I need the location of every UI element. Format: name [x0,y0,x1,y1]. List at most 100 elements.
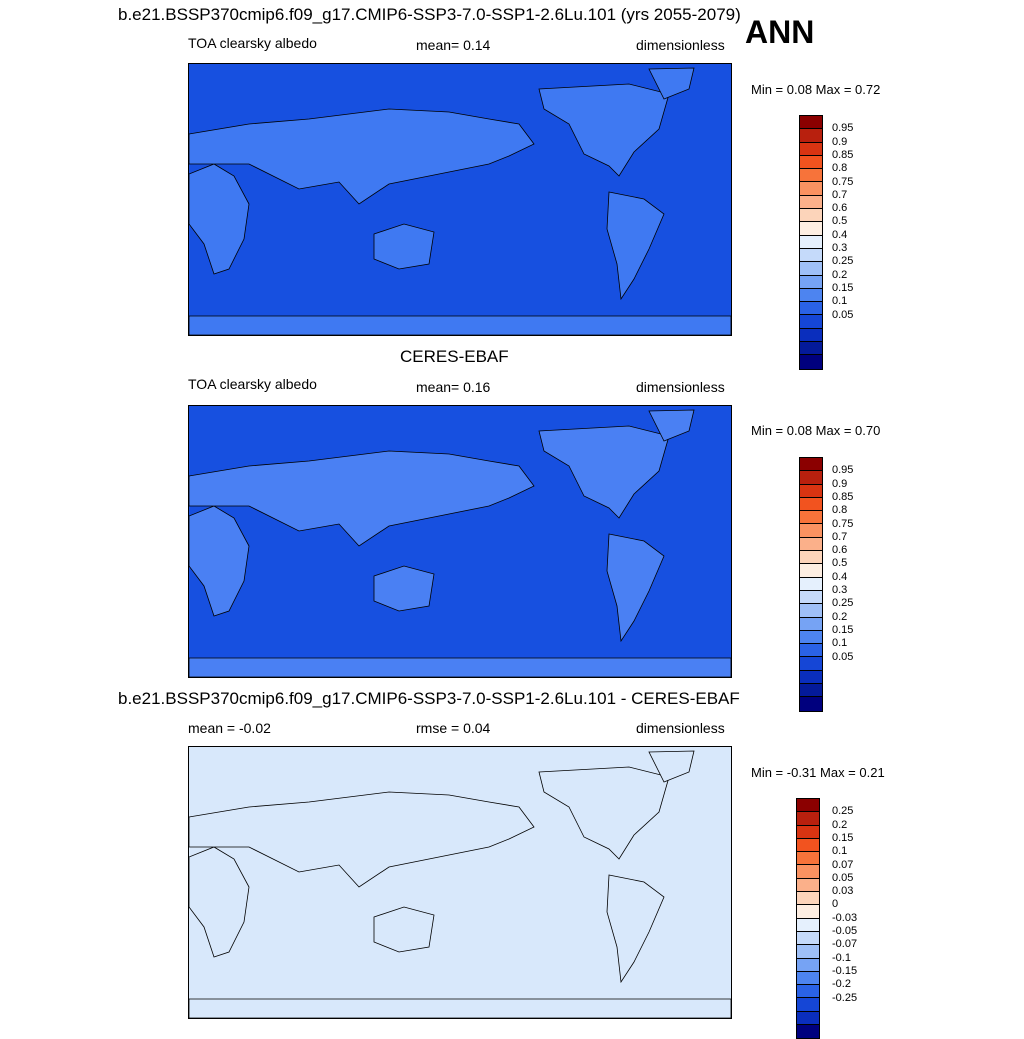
colorbar-tick-label: 0.1 [832,637,848,650]
continent-north-america [538,83,670,177]
panel2-minmax-label: Min = 0.08 Max = 0.70 [751,423,881,438]
colorbar-swatch [800,684,822,698]
continent-greenland [648,409,695,442]
colorbar-tick-label: 0.25 [832,597,854,610]
colorbar-tick-label: 0.95 [832,122,854,135]
panel2-title: CERES-EBAF [400,347,509,366]
colorbar-swatch [797,838,819,853]
colorbar-tick-label: 0 [832,898,839,911]
colorbar-tick-label: 0.6 [832,544,848,557]
colorbar-swatch [797,799,819,813]
colorbar-swatch [800,697,822,711]
colorbar-swatch [800,262,822,276]
colorbar-tick-label: 0.1 [832,845,848,858]
colorbar-swatch [797,1011,819,1026]
continent-eurasia [189,791,535,888]
colorbar-tick-label: -0.1 [832,951,851,964]
colorbar-swatch [800,248,822,263]
colorbar-swatch [797,945,819,959]
colorbar-tick-label: 0.3 [832,242,848,254]
colorbar-tick-label: 0.25 [832,255,854,268]
colorbar-tick-label: 0.5 [832,215,848,228]
colorbar-swatch [800,142,822,156]
colorbar-swatch [797,998,819,1012]
colorbar-swatch [800,458,822,472]
panel3-minmax-label: Min = -0.31 Max = 0.21 [751,765,885,780]
continent-africa [189,846,250,958]
colorbar-tick-label: 0.15 [832,623,854,636]
colorbar-tick-label: 0.07 [832,858,854,871]
colorbar-swatch [800,116,822,130]
colorbar-swatch [797,905,819,919]
continent-greenland [648,67,695,100]
colorbar-swatch [797,892,819,906]
colorbar-tick-label: 0.85 [832,490,854,503]
continent-antarctica [189,657,731,677]
continent-north-america [538,766,670,860]
plot-title: b.e21.BSSP370cmip6.f09_g17.CMIP6-SSP3-7.… [118,5,741,24]
panel2-map [188,405,732,678]
continent-south-america [606,874,665,984]
colorbar-swatch [797,958,819,972]
colorbar-swatch [797,825,819,839]
continent-south-america [606,533,665,643]
colorbar-tick-label: 0.8 [832,162,848,175]
panel3-title: b.e21.BSSP370cmip6.f09_g17.CMIP6-SSP3-7.… [118,689,740,708]
panel1-variable-label: TOA clearsky albedo [188,35,317,51]
colorbar-tick-label: -0.07 [832,938,858,951]
colorbar-swatch [797,1025,819,1039]
colorbar-swatch [800,604,822,618]
colorbar-tick-label: 0.9 [832,477,848,490]
colorbar-swatch [800,302,822,316]
colorbar-swatch [800,355,822,369]
colorbar-tick-label: 0.05 [832,308,854,321]
continent-australia [373,565,435,612]
colorbar-swatch [797,971,819,986]
colorbar-tick-label: -0.25 [832,991,858,1004]
colorbar-swatch [800,155,822,170]
panel2-units-label: dimensionless [636,379,725,395]
colorbar-swatch [800,564,822,578]
continent-eurasia [189,450,535,547]
colorbar-swatch [800,275,822,289]
colorbar-tick-label: 0.15 [832,281,854,294]
colorbar-swatch [800,551,822,565]
colorbar-swatch [800,644,822,658]
continent-africa [189,505,250,617]
colorbar-tick-label: -0.03 [832,911,858,924]
panel2-variable-label: TOA clearsky albedo [188,376,317,392]
panel3-rmse-label: rmse = 0.04 [416,720,491,736]
panel2-colorbar [799,457,823,712]
colorbar-tick-label: -0.2 [832,978,851,991]
colorbar-swatch [800,537,822,552]
colorbar-swatch [797,918,819,932]
colorbar-swatch [800,129,822,143]
colorbar-swatch [800,169,822,183]
colorbar-swatch [800,630,822,645]
continent-australia [373,906,435,953]
colorbar-tick-label: 0.05 [832,871,854,884]
colorbar-tick-label: 0.1 [832,295,848,308]
colorbar-swatch [800,511,822,525]
colorbar-swatch [800,670,822,685]
panel3-mean-label: mean = -0.02 [188,720,271,736]
continent-greenland [648,750,695,783]
panel3-map [188,746,732,1019]
colorbar-tick-label: 0.05 [832,650,854,663]
colorbar-tick-label: 0.5 [832,557,848,570]
panel3-colorbar [796,798,820,1039]
colorbar-swatch [800,342,822,356]
colorbar-tick-label: 0.2 [832,818,848,831]
colorbar-tick-label: 0.95 [832,464,854,477]
colorbar-tick-label: 0.15 [832,831,854,844]
continent-eurasia [189,108,535,205]
colorbar-tick-label: 0.25 [832,805,854,818]
colorbar-swatch [800,484,822,498]
panel1-minmax-label: Min = 0.08 Max = 0.72 [751,82,881,97]
panel1-map [188,63,732,336]
colorbar-swatch [800,328,822,343]
colorbar-tick-label: 0.4 [832,570,848,583]
colorbar-swatch [797,931,819,946]
colorbar-tick-label: 0.75 [832,517,854,530]
continent-africa [189,163,250,275]
